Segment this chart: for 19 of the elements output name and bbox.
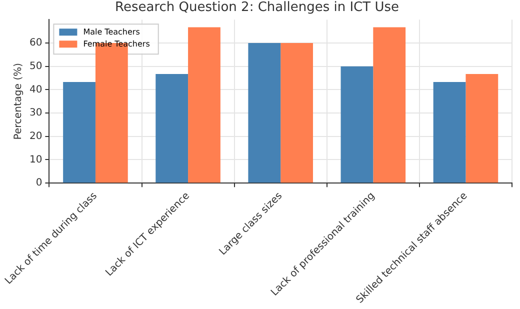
bar (373, 27, 406, 183)
bar (280, 42, 313, 183)
bar (188, 27, 220, 183)
legend-label: Male Teachers (83, 28, 140, 37)
y-tick-label: 40 (29, 84, 42, 96)
y-tick-label: 0 (36, 178, 42, 189)
y-tick-label: 10 (29, 154, 42, 166)
y-tick-label: 30 (29, 108, 42, 119)
bar (433, 82, 466, 183)
bar (340, 66, 374, 183)
y-tick-label: 50 (29, 60, 42, 72)
y-tick-label: 60 (29, 38, 42, 49)
bar (248, 42, 281, 183)
y-axis-title: Percentage (%) (13, 62, 24, 140)
chart-title: Research Question 2: Challenges in ICT Use (115, 0, 399, 16)
y-tick-label: 20 (29, 130, 42, 142)
bar (156, 74, 188, 183)
bar (466, 74, 498, 183)
bar (63, 82, 96, 183)
